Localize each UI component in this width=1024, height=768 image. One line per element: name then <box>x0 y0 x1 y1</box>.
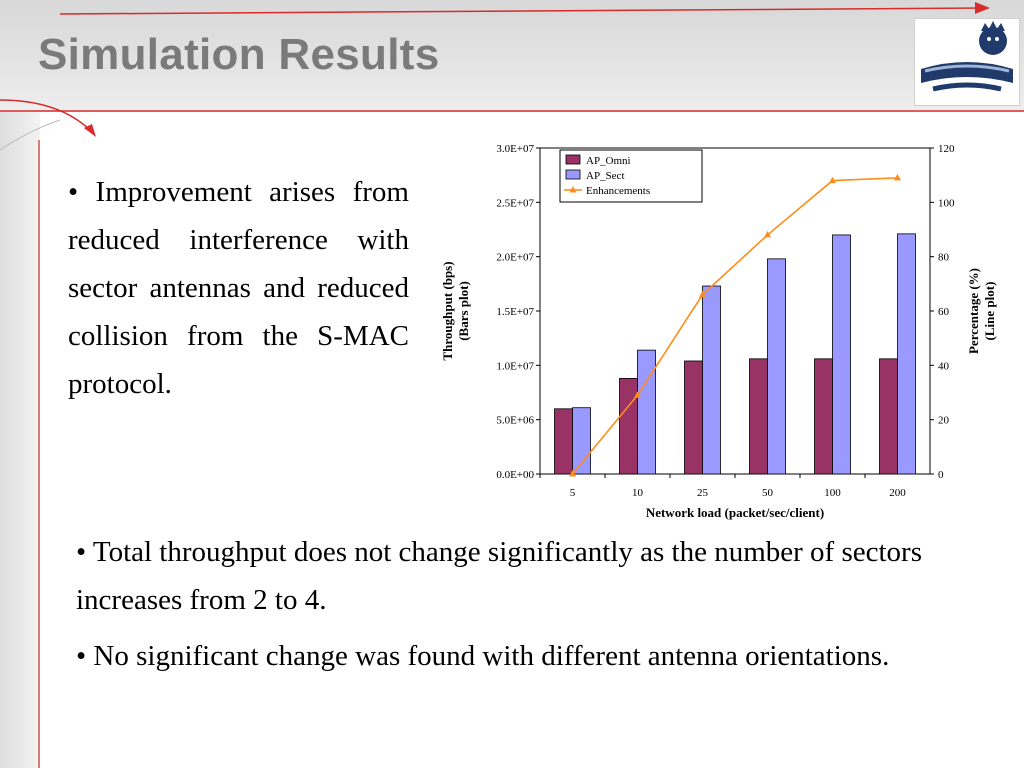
y-right-tick-label: 120 <box>938 143 955 155</box>
y-tick-label: 1.5E+07 <box>496 306 534 318</box>
x-tick-label: 100 <box>824 487 841 499</box>
bullet-item: • Total throughput does not change signi… <box>76 536 922 616</box>
left-bullet: • Improvement arises from reduced interf… <box>68 176 409 400</box>
line-point <box>569 470 576 477</box>
bar-ap-omni <box>749 358 768 475</box>
bar-ap-omni <box>554 408 573 475</box>
legend-label: AP_Sect <box>586 170 625 182</box>
x-tick-label: 5 <box>570 487 576 499</box>
y-right-axis-label-sub: (Line plot) <box>982 282 997 341</box>
bar-ap-sect <box>702 285 721 475</box>
x-axis-label: Network load (packet/sec/client) <box>646 505 824 520</box>
y-right-tick-label: 60 <box>938 306 950 318</box>
y-tick-label: 0.0E+00 <box>496 469 534 481</box>
side-band <box>0 112 40 768</box>
bullet-list: • Total throughput does not change signi… <box>76 528 1006 688</box>
bar-ap-omni <box>619 377 638 475</box>
legend-marker <box>569 186 577 193</box>
line-point <box>764 230 771 238</box>
bar-ap-sect <box>767 258 786 475</box>
university-logo <box>914 18 1020 106</box>
y-right-tick-label: 100 <box>938 197 955 209</box>
y-tick-label: 2.5E+07 <box>496 197 534 209</box>
slide-title: Simulation Results <box>38 30 440 79</box>
y-right-axis-label: Percentage (%) <box>966 268 981 354</box>
y-right-tick-label: 80 <box>938 252 950 264</box>
line-point <box>829 176 836 184</box>
bar-ap-sect <box>637 349 656 475</box>
x-tick-label: 25 <box>697 487 709 499</box>
y-tick-label: 3.0E+07 <box>496 143 534 155</box>
bar-ap-omni <box>684 360 703 475</box>
y-right-tick-label: 40 <box>938 360 950 372</box>
throughput-chart: 0.0E+00 5.0E+06 1.0E+07 1.5E+07 2.0E+07 2.5E+… <box>440 143 997 520</box>
line-point <box>894 173 901 181</box>
line-point <box>634 391 641 398</box>
y-axis-label-sub: (Bars plot) <box>456 281 471 341</box>
legend-swatch <box>565 154 581 165</box>
header-band <box>0 0 1024 112</box>
bar-ap-sect <box>897 233 916 475</box>
x-tick-label: 50 <box>762 487 774 499</box>
y-tick-label: 1.0E+07 <box>496 360 534 372</box>
line-point <box>699 290 706 298</box>
legend-swatch <box>565 169 581 180</box>
x-tick-label: 200 <box>889 487 906 499</box>
line-enhancements <box>571 177 898 475</box>
y-tick-label: 2.0E+07 <box>496 252 534 264</box>
y-tick-label: 5.0E+06 <box>496 415 534 427</box>
y-axis-label: Throughput (bps) <box>440 261 455 360</box>
legend-label: AP_Omni <box>586 155 631 167</box>
y-right-tick-label: 20 <box>938 415 950 427</box>
x-tick-label: 10 <box>632 487 644 499</box>
bar-ap-omni <box>814 358 833 475</box>
bar-ap-sect <box>832 234 851 475</box>
y-right-tick-label: 0 <box>938 469 944 481</box>
bullet-item: • No significant change was found with d… <box>76 640 890 672</box>
legend-label: Enhancements <box>586 185 650 197</box>
bar-ap-omni <box>879 358 898 475</box>
side-rule <box>38 140 40 768</box>
legend-box <box>559 149 703 203</box>
